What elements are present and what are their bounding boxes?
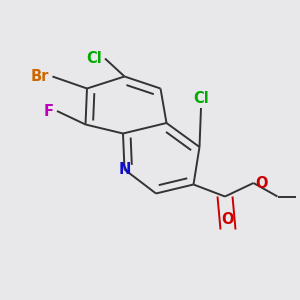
Text: Cl: Cl [193, 91, 209, 106]
Text: O: O [222, 212, 234, 226]
Text: F: F [44, 103, 54, 118]
Text: Br: Br [31, 69, 50, 84]
Text: O: O [255, 176, 268, 190]
Text: Cl: Cl [86, 51, 102, 66]
Text: N: N [118, 162, 131, 177]
